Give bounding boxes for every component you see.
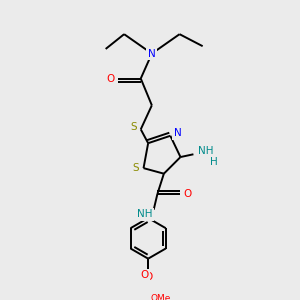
Text: H: H — [210, 157, 218, 167]
Text: NH: NH — [137, 209, 152, 219]
Text: S: S — [132, 163, 139, 173]
Text: O: O — [144, 272, 152, 282]
Text: O: O — [140, 270, 148, 280]
Text: S: S — [130, 122, 137, 133]
Text: NH: NH — [198, 146, 213, 156]
Text: N: N — [174, 128, 182, 138]
Text: N: N — [148, 49, 156, 58]
Text: O: O — [106, 74, 114, 83]
Text: O: O — [184, 189, 192, 199]
Text: OMe: OMe — [151, 294, 171, 300]
